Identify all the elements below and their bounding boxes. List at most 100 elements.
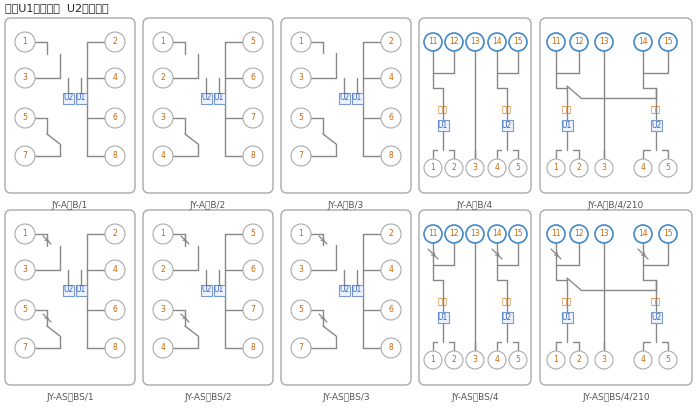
- Text: U2: U2: [201, 94, 211, 103]
- Text: 2: 2: [452, 164, 456, 173]
- Circle shape: [291, 224, 311, 244]
- Text: 2: 2: [389, 38, 393, 47]
- Circle shape: [424, 159, 442, 177]
- Circle shape: [445, 351, 463, 369]
- Text: 3: 3: [601, 355, 606, 364]
- FancyBboxPatch shape: [438, 312, 449, 323]
- Circle shape: [153, 108, 173, 128]
- Circle shape: [153, 338, 173, 358]
- Text: U1: U1: [76, 94, 86, 103]
- Circle shape: [466, 225, 484, 243]
- Circle shape: [634, 159, 652, 177]
- Text: 3: 3: [473, 355, 477, 364]
- Circle shape: [659, 351, 677, 369]
- Text: U2: U2: [339, 285, 349, 294]
- Text: 14: 14: [492, 38, 502, 47]
- Text: JY-AS，BS/3: JY-AS，BS/3: [322, 393, 370, 402]
- Text: U2: U2: [502, 121, 512, 130]
- Text: 6: 6: [251, 74, 256, 83]
- Text: 8: 8: [113, 344, 118, 353]
- Text: 15: 15: [663, 229, 673, 238]
- Text: 11: 11: [552, 38, 561, 47]
- Text: 7: 7: [251, 114, 256, 123]
- Text: 1: 1: [430, 164, 435, 173]
- FancyBboxPatch shape: [200, 285, 211, 295]
- Text: 电源: 电源: [562, 297, 572, 306]
- Text: U1: U1: [352, 94, 362, 103]
- Circle shape: [570, 225, 588, 243]
- Text: 14: 14: [492, 229, 502, 238]
- Text: 15: 15: [513, 229, 523, 238]
- Text: 1: 1: [22, 38, 27, 47]
- Text: 12: 12: [449, 229, 459, 238]
- Text: U2: U2: [502, 312, 512, 321]
- FancyBboxPatch shape: [438, 119, 449, 130]
- Circle shape: [659, 225, 677, 243]
- Text: 3: 3: [601, 164, 606, 173]
- Text: 3: 3: [299, 265, 303, 274]
- Text: 1: 1: [160, 229, 165, 238]
- FancyBboxPatch shape: [351, 285, 363, 295]
- Circle shape: [153, 300, 173, 320]
- Text: 11: 11: [428, 229, 438, 238]
- Circle shape: [153, 32, 173, 52]
- Text: 4: 4: [160, 151, 165, 160]
- Circle shape: [547, 225, 565, 243]
- Circle shape: [381, 108, 401, 128]
- Text: 1: 1: [299, 229, 303, 238]
- Text: 13: 13: [599, 229, 609, 238]
- Circle shape: [105, 300, 125, 320]
- Circle shape: [381, 68, 401, 88]
- FancyBboxPatch shape: [419, 210, 531, 385]
- Circle shape: [243, 338, 263, 358]
- Circle shape: [243, 260, 263, 280]
- Text: JY-A，B/1: JY-A，B/1: [52, 202, 88, 211]
- FancyBboxPatch shape: [5, 18, 135, 193]
- Circle shape: [466, 159, 484, 177]
- Circle shape: [105, 108, 125, 128]
- Text: 2: 2: [113, 229, 118, 238]
- FancyBboxPatch shape: [200, 92, 211, 103]
- FancyBboxPatch shape: [540, 18, 692, 193]
- Text: 8: 8: [113, 151, 118, 160]
- Text: 5: 5: [516, 164, 520, 173]
- Text: 8: 8: [251, 151, 256, 160]
- Text: 3: 3: [22, 265, 27, 274]
- FancyBboxPatch shape: [214, 92, 225, 103]
- Text: U1: U1: [214, 94, 224, 103]
- Circle shape: [291, 32, 311, 52]
- Text: 7: 7: [251, 306, 256, 315]
- Circle shape: [445, 33, 463, 51]
- Text: U2: U2: [63, 285, 73, 294]
- Text: 7: 7: [22, 151, 27, 160]
- Text: 14: 14: [638, 229, 648, 238]
- Text: 4: 4: [495, 164, 499, 173]
- Text: 6: 6: [113, 114, 118, 123]
- Circle shape: [291, 68, 311, 88]
- Circle shape: [424, 225, 442, 243]
- FancyBboxPatch shape: [650, 312, 662, 323]
- FancyBboxPatch shape: [214, 285, 225, 295]
- Text: 6: 6: [113, 306, 118, 315]
- Text: U1: U1: [438, 312, 448, 321]
- Text: 13: 13: [470, 229, 480, 238]
- Circle shape: [105, 338, 125, 358]
- Text: 15: 15: [513, 38, 523, 47]
- Text: 11: 11: [552, 229, 561, 238]
- Circle shape: [243, 68, 263, 88]
- Circle shape: [153, 68, 173, 88]
- Text: U2: U2: [63, 94, 73, 103]
- Circle shape: [424, 33, 442, 51]
- Circle shape: [15, 338, 35, 358]
- Text: 3: 3: [22, 74, 27, 83]
- Circle shape: [15, 260, 35, 280]
- Text: JY-A，B/4/210: JY-A，B/4/210: [588, 202, 644, 211]
- Circle shape: [547, 33, 565, 51]
- Text: 4: 4: [389, 74, 393, 83]
- Text: 15: 15: [663, 38, 673, 47]
- Text: 4: 4: [389, 265, 393, 274]
- Text: JY-AS，BS/4/210: JY-AS，BS/4/210: [582, 393, 650, 402]
- Text: 5: 5: [22, 306, 27, 315]
- Circle shape: [291, 338, 311, 358]
- Circle shape: [153, 260, 173, 280]
